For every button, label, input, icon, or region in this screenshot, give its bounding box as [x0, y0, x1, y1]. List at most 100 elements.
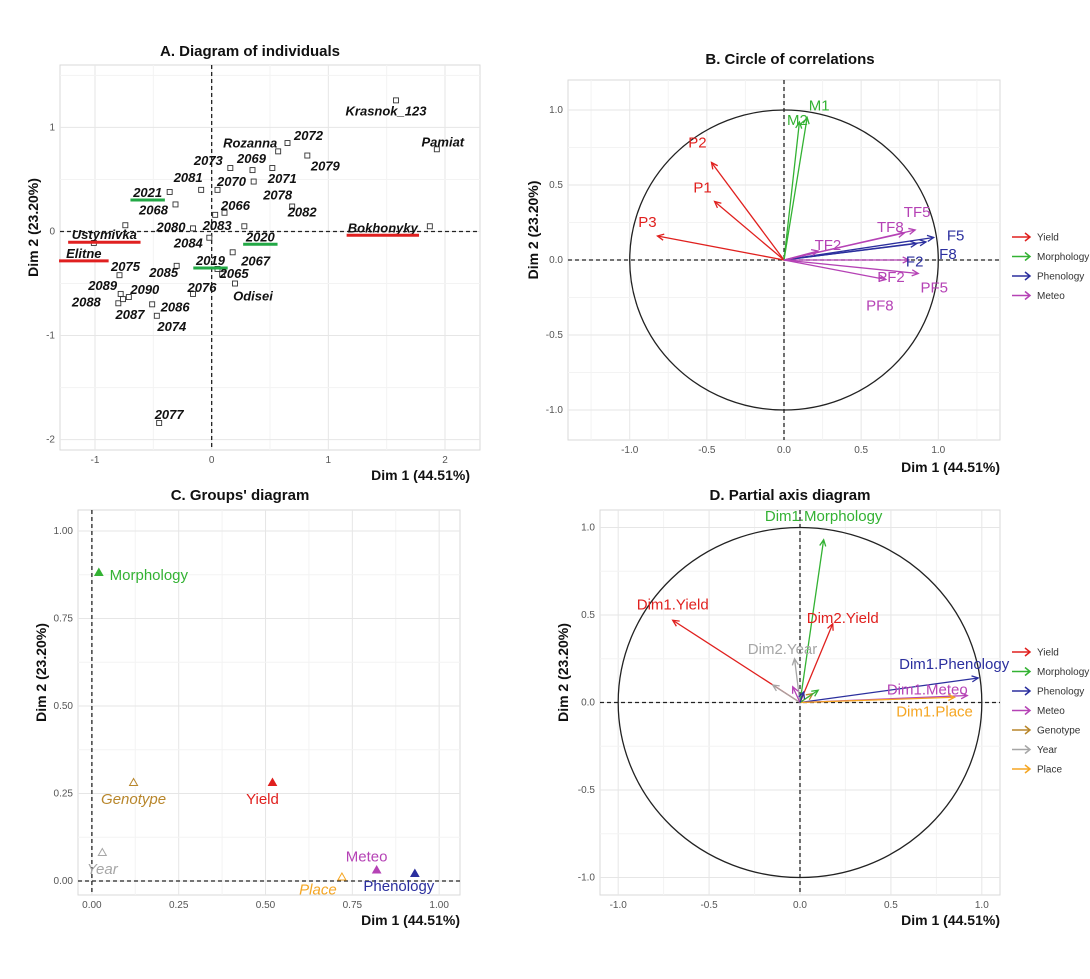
legend-arrow-icon	[1024, 647, 1032, 657]
legend-label: Genotype	[1037, 726, 1081, 737]
point-label: 2083	[202, 218, 233, 233]
arrow-head	[960, 692, 969, 700]
point-label: Odisei	[233, 289, 273, 304]
panel-b: -1.0 -0.5 0.0 0.5 1.0 -1.0 -0.5 0.0 0.5 1.0 B. Cir…	[525, 51, 1001, 475]
arrow-shaft	[799, 539, 825, 703]
y-tick-label: 0	[49, 226, 55, 237]
vector-label: Dim1.Morphology	[765, 508, 883, 525]
panel-title: D. Partial axis diagram	[710, 487, 871, 504]
arrow-shaft	[783, 259, 886, 281]
point-label: 2070	[216, 174, 247, 189]
vector-arrow	[713, 200, 785, 261]
x-tick-label: 2	[442, 455, 448, 466]
vector-arrow	[799, 693, 957, 704]
y-axis-title: Dim 2 (23.20%)	[33, 623, 49, 722]
point-label: 2078	[262, 188, 293, 203]
arrow-shaft	[783, 232, 905, 261]
point-label: 2088	[71, 294, 102, 309]
y-tick-label: -1.0	[578, 873, 596, 884]
y-tick-label: 0.75	[54, 614, 74, 625]
y-axis-title: Dim 2 (23.20%)	[525, 181, 541, 280]
point-label: 2020	[245, 229, 276, 244]
point-label: 2077	[154, 407, 185, 422]
point-marker	[115, 300, 122, 307]
arrow-shaft	[799, 623, 834, 703]
point-marker	[284, 140, 291, 146]
vector-arrow	[799, 675, 980, 704]
arrow-head	[827, 622, 834, 631]
point-label: 2080	[156, 219, 187, 234]
x-axis-title: Dim 1 (44.51%)	[901, 912, 1000, 928]
point-marker	[304, 152, 311, 159]
point-label: 2074	[156, 319, 187, 334]
y-axis-title: Dim 2 (23.20%)	[25, 178, 41, 277]
legend-label: Meteo	[1037, 706, 1065, 717]
point-label: Genotype	[101, 791, 166, 808]
x-tick-label: -1.0	[610, 900, 628, 911]
point-label: 2084	[173, 236, 204, 251]
point-label: Meteo	[346, 849, 388, 866]
arrow-head	[819, 538, 827, 547]
x-tick-label: -0.5	[698, 445, 716, 456]
point-label: Year	[87, 861, 119, 878]
y-tick-label: 1.00	[54, 526, 74, 537]
arrow-head	[713, 200, 722, 209]
y-tick-label: 0.50	[54, 701, 74, 712]
y-tick-label: -1	[46, 331, 55, 342]
y-tick-label: 0.25	[54, 789, 74, 800]
x-tick-label: 1.0	[975, 900, 989, 911]
vector-label: M2	[787, 112, 808, 129]
x-tick-label: -1.0	[621, 445, 639, 456]
point-label: 2076	[187, 280, 218, 295]
legend-arrow-icon	[1024, 271, 1032, 281]
point-marker	[173, 262, 180, 269]
y-tick-label: 1.0	[581, 523, 595, 534]
x-tick-label: 0.5	[854, 445, 868, 456]
arrow-shaft	[783, 241, 927, 261]
y-tick-label: 1	[49, 122, 55, 133]
legend-arrow-icon	[1024, 725, 1032, 735]
y-tick-label: 0.0	[549, 255, 563, 266]
point-label: 2066	[220, 198, 251, 213]
point-label: Phenology	[363, 878, 434, 895]
point-marker	[125, 294, 132, 300]
point-marker	[371, 864, 382, 874]
vector-arrow	[783, 230, 906, 261]
point-label: 2073	[193, 153, 224, 168]
y-tick-label: -1.0	[546, 405, 564, 416]
point-marker	[232, 280, 238, 287]
arrow-head	[791, 657, 799, 666]
point-marker	[97, 847, 108, 856]
arrow-head	[795, 120, 803, 129]
vector-arrow	[783, 239, 928, 261]
arrow-head	[791, 685, 799, 694]
x-tick-label: 1.0	[931, 445, 945, 456]
legend-arrow-icon	[1024, 666, 1032, 677]
point-label: Pamiat	[422, 134, 465, 149]
arrow-head	[771, 684, 780, 692]
y-axis-title: Dim 2 (23.20%)	[555, 623, 571, 722]
point-marker	[153, 312, 160, 319]
x-tick-label: 0.25	[169, 900, 189, 911]
vector-label: TF2	[815, 237, 842, 254]
vector-arrow	[656, 233, 785, 261]
vector-label: Dim2.Year	[748, 641, 817, 658]
point-marker	[128, 777, 139, 786]
arrow-shaft	[793, 658, 801, 703]
point-marker	[221, 209, 228, 216]
vector-label: Dim1.Meteo	[887, 682, 968, 699]
arrow-head	[947, 693, 957, 702]
legend-label: Meteo	[1037, 291, 1065, 302]
vector-label: TF5	[904, 204, 931, 221]
point-label: 2069	[236, 151, 267, 166]
point-marker	[172, 201, 179, 208]
point-marker	[227, 165, 234, 171]
point-label: 2085	[148, 265, 179, 280]
y-tick-label: 1.0	[549, 105, 563, 116]
legend-label: Yield	[1037, 233, 1059, 244]
point-marker	[250, 178, 257, 185]
plot-area	[77, 509, 461, 896]
point-marker	[269, 165, 276, 171]
vector-arrow	[783, 259, 920, 277]
point-label: Elitne	[66, 246, 101, 261]
